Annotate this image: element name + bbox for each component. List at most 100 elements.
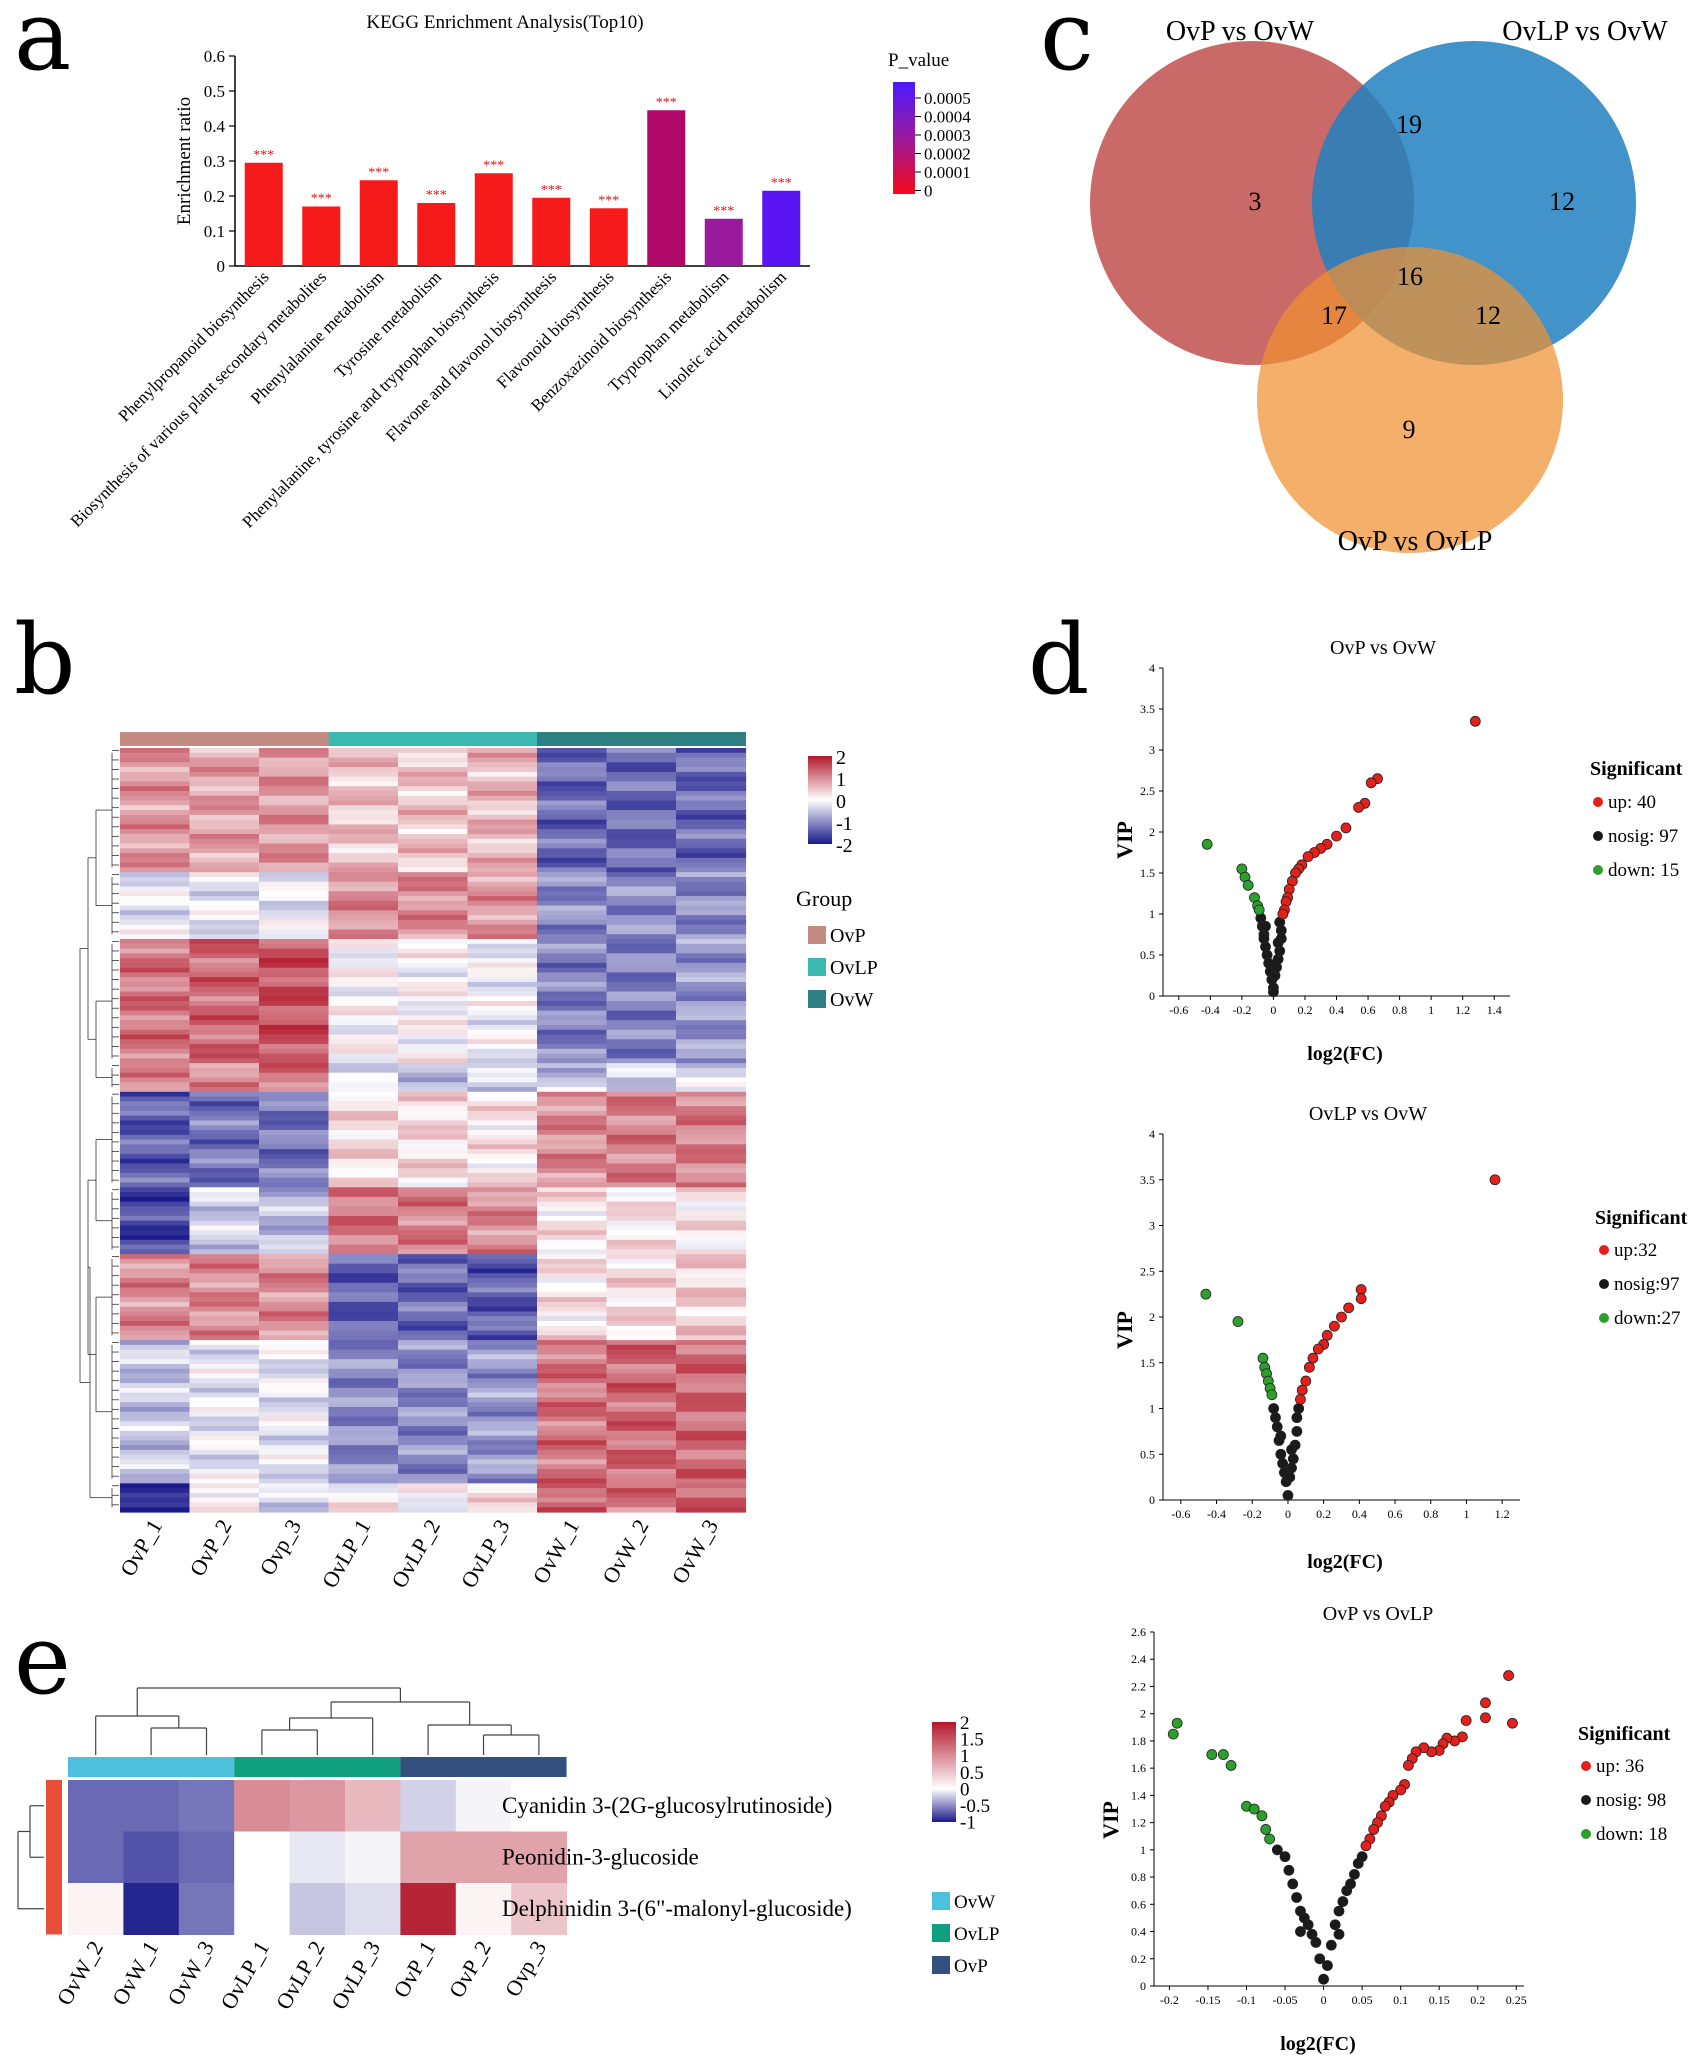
heatmap-cell	[398, 1254, 469, 1260]
volcano-3-legend-title: Significant	[1578, 1723, 1671, 1745]
heatmap-cell	[606, 1029, 677, 1036]
heatmap-cell	[676, 1368, 747, 1375]
heatmap-cell	[467, 1483, 538, 1489]
legend-marker	[1581, 1829, 1591, 1839]
heatmap-cell	[398, 924, 469, 931]
heatmap-cell	[398, 996, 469, 1002]
heatmap-cell	[467, 776, 538, 783]
scale-tick-label: 2	[836, 747, 846, 769]
heatmap-cell	[259, 1106, 330, 1112]
heatmap-cell	[606, 1177, 677, 1184]
heatmap-cell	[259, 1096, 330, 1102]
heatmap-cell	[511, 1883, 568, 1935]
heatmap-cell	[467, 1258, 538, 1265]
venn-ovpvsovlp-only: 9	[1403, 415, 1416, 444]
heatmap-cell	[467, 795, 538, 802]
heatmap-cell	[467, 1445, 538, 1451]
heatmap-cell	[537, 867, 608, 873]
heatmap-cell	[606, 853, 677, 859]
heatmap-cell	[537, 1225, 608, 1231]
heatmap-cell	[328, 1378, 399, 1384]
scale-tick-label: 0	[960, 1779, 970, 1800]
heatmap-cell	[189, 1201, 260, 1207]
heatmap-cell	[398, 1110, 469, 1117]
heatmap-cell	[120, 1416, 191, 1422]
heatmap-cell	[537, 833, 608, 840]
heatmap-cell	[328, 1387, 399, 1394]
heatmap-cell	[537, 848, 608, 854]
heatmap-cell	[467, 1110, 538, 1117]
group-bar	[120, 732, 746, 746]
heatmap-cell	[398, 1492, 469, 1499]
panel-e: Cyanidin 3-(2G-glucosylrutinoside)Peonid…	[17, 1687, 999, 2014]
heatmap-cell	[398, 1273, 469, 1279]
heatmap-cell	[259, 1110, 330, 1117]
heatmap-cell	[398, 881, 469, 888]
heatmap-cell	[676, 1001, 747, 1007]
heatmap-cell	[537, 757, 608, 763]
scale-tick-label: 1	[960, 1746, 970, 1767]
panel-c-venn: OvP vs OvW OvLP vs OvW OvP vs OvLP 3 12 …	[1090, 16, 1668, 557]
heatmap-cell	[467, 977, 538, 983]
heatmap-cell	[259, 833, 330, 840]
heatmap-cell	[259, 1473, 330, 1480]
heatmap-cell	[398, 838, 469, 845]
heatmap-cell	[328, 1158, 399, 1165]
heatmap-cell	[328, 1130, 399, 1136]
heatmap-cell	[328, 1015, 399, 1021]
group-legend-label: OvW	[954, 1892, 995, 1913]
heatmap-cell	[606, 1402, 677, 1408]
heatmap-cell	[120, 1072, 191, 1079]
heatmap-cell	[467, 1316, 538, 1322]
bar	[704, 218, 743, 266]
heatmap-cell	[189, 1211, 260, 1217]
heatmap-cell	[328, 1421, 399, 1427]
heatmap-cell	[398, 953, 469, 959]
point-up	[1312, 1343, 1324, 1355]
heatmap-cell	[259, 1426, 330, 1432]
heatmap-cell	[676, 1063, 747, 1069]
heatmap-cell	[676, 1211, 747, 1217]
heatmap-cell	[537, 767, 608, 773]
heatmap-cell	[189, 810, 260, 816]
heatmap-cell	[398, 1239, 469, 1246]
heatmap-cell	[328, 1211, 399, 1217]
heatmap-cell	[398, 1483, 469, 1489]
heatmap-cell	[328, 1469, 399, 1475]
heatmap-cell	[398, 981, 469, 988]
heatmap-cell	[259, 805, 330, 811]
heatmap-cell	[120, 1235, 191, 1241]
heatmap-cell	[120, 1063, 191, 1069]
heatmap-cell	[537, 1034, 608, 1040]
heatmap-cell	[398, 1172, 469, 1179]
heatmap-cell	[328, 1196, 399, 1203]
heatmap-cell	[606, 958, 677, 964]
heatmap-cell	[189, 1158, 260, 1165]
heatmap-cell	[676, 1053, 747, 1059]
group-bar-segment	[467, 732, 538, 746]
heatmap-cell	[400, 1831, 457, 1884]
point-nosig	[1268, 986, 1279, 998]
heatmap-cell	[606, 1378, 677, 1384]
heatmap-cell	[606, 1110, 677, 1117]
heatmap-cell	[467, 762, 538, 768]
y-tick-label: 1	[1140, 1843, 1146, 1857]
heatmap-cell	[676, 1426, 747, 1432]
heatmap-cell	[606, 1201, 677, 1207]
heatmap-cell	[676, 886, 747, 892]
significance-stars: ***	[253, 148, 274, 163]
heatmap-cell	[328, 767, 399, 773]
heatmap-cell	[398, 1387, 469, 1394]
heatmap-cell	[467, 752, 538, 759]
heatmap-cell	[467, 1010, 538, 1016]
heatmap-cell	[120, 1106, 191, 1112]
column-label: OvLP_1	[215, 1937, 274, 2014]
heatmap-cell	[120, 1445, 191, 1451]
column-label: OvP_2	[444, 1937, 496, 2002]
heatmap-cell	[537, 1273, 608, 1279]
heatmap-cell	[676, 1321, 747, 1327]
heatmap-cell	[259, 981, 330, 988]
heatmap-cell	[120, 1292, 191, 1298]
